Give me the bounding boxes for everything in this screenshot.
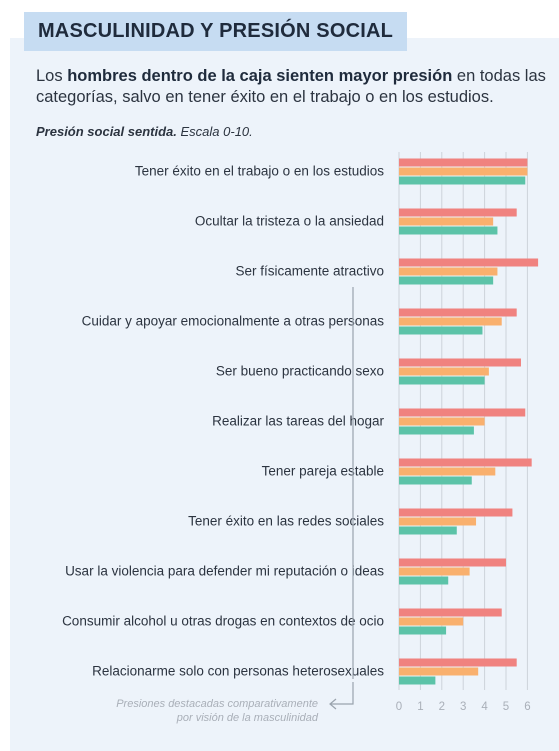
- bar: [399, 576, 449, 585]
- bar: [399, 476, 472, 485]
- subtitle-bold: hombres dentro de la caja sienten mayor …: [67, 67, 453, 85]
- category-label: Realizar las tareas del hogar: [212, 413, 384, 429]
- footnote-line-1: Presiones destacadas comparativamente: [116, 698, 318, 710]
- bar: [399, 167, 528, 176]
- bar: [399, 517, 477, 526]
- bar: [399, 226, 498, 235]
- title-banner: MASCULINIDAD Y PRESIÓN SOCIAL: [24, 12, 407, 51]
- bar: [399, 358, 521, 367]
- bar: [399, 308, 517, 317]
- bar: [399, 658, 517, 667]
- category-label: Usar la violencia para defender mi reput…: [65, 563, 384, 579]
- x-tick-label: 1: [417, 701, 423, 713]
- bar: [399, 276, 494, 285]
- footnote-line-2: por visión de la masculinidad: [176, 712, 318, 724]
- page-title: MASCULINIDAD Y PRESIÓN SOCIAL: [37, 20, 394, 42]
- bar: [399, 458, 532, 467]
- category-label: Consumir alcohol u otras drogas en conte…: [62, 613, 384, 629]
- bar: [399, 667, 479, 676]
- scale-note: Presión social sentida. Escala 0-10.: [36, 124, 253, 139]
- bar: [399, 176, 526, 185]
- bar: [399, 258, 539, 267]
- bar: [399, 467, 496, 476]
- category-label: Tener éxito en el trabajo o en los estud…: [134, 163, 384, 179]
- bar: [399, 367, 489, 376]
- bar: [399, 317, 502, 326]
- bar: [399, 267, 498, 276]
- category-label: Ser físicamente atractivo: [235, 263, 384, 279]
- bar: [399, 417, 485, 426]
- chart-panel: [10, 38, 559, 751]
- x-tick-label: 6: [524, 701, 530, 713]
- footnote: Presiones destacadas comparativamente po…: [50, 697, 318, 725]
- footnote-arrow: [329, 682, 354, 710]
- bar: [399, 508, 513, 517]
- bar: [399, 626, 447, 635]
- category-label: Ocultar la tristeza o la ansiedad: [194, 213, 384, 229]
- bar: [399, 158, 528, 167]
- bar: [399, 376, 485, 385]
- category-label: Cuidar y apoyar emocionalmente a otras p…: [81, 313, 384, 329]
- subtitle: Los hombres dentro de la caja sienten ma…: [36, 66, 546, 108]
- bar: [399, 208, 517, 217]
- category-label: Tener éxito en las redes sociales: [188, 513, 384, 529]
- bar: [399, 617, 464, 626]
- category-label: Ser bueno practicando sexo: [215, 363, 384, 379]
- bar: [399, 676, 436, 685]
- bar: [399, 426, 474, 435]
- scale-note-bold: Presión social sentida.: [36, 124, 177, 139]
- bar: [399, 567, 470, 576]
- bar: [399, 608, 502, 617]
- bar: [399, 526, 457, 535]
- x-tick-label: 3: [460, 701, 466, 713]
- x-tick-label: 5: [503, 701, 509, 713]
- bar: [399, 408, 526, 417]
- subtitle-post: en todas las categorías, salvo en tener …: [36, 67, 546, 106]
- bar: [399, 217, 494, 226]
- category-label: Relacionarme solo con personas heterosex…: [92, 663, 384, 679]
- bar: [399, 326, 483, 335]
- subtitle-pre: Los: [36, 67, 68, 85]
- scale-note-rest: Escala 0-10.: [176, 124, 253, 139]
- x-tick-label: 2: [439, 701, 445, 713]
- bar: [399, 558, 506, 567]
- x-tick-label: 0: [396, 701, 402, 713]
- x-tick-label: 4: [481, 701, 488, 713]
